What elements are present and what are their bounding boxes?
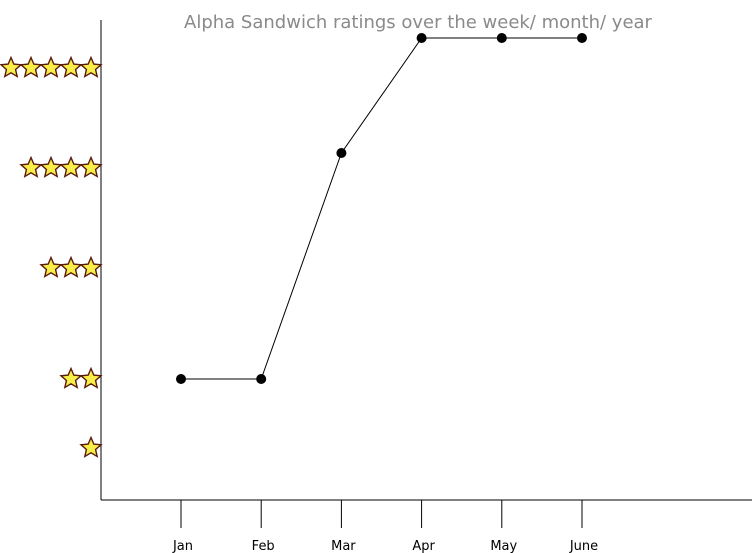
x-tick-label: Apr (412, 539, 435, 553)
data-point-mar (336, 148, 347, 158)
star-icon (39, 255, 63, 278)
chart-title: Alpha Sandwich ratings over the week/ mo… (184, 12, 653, 33)
y-axis-star-ticks (0, 55, 103, 458)
data-points (176, 33, 587, 384)
data-point-apr (416, 33, 427, 43)
data-point-feb (256, 374, 267, 384)
x-tick-label: Feb (252, 539, 275, 553)
x-tick-label: Mar (331, 539, 356, 553)
y-tick-label-4-stars (19, 155, 103, 178)
star-icon (39, 55, 63, 78)
star-icon (19, 155, 43, 178)
star-icon (59, 255, 83, 278)
y-tick-label-3-stars (39, 255, 103, 278)
star-icon (59, 55, 83, 78)
star-icon (59, 366, 83, 389)
x-tick-label: Jan (172, 539, 193, 553)
y-tick-label-1-stars (79, 435, 103, 458)
x-tick-label: June (569, 539, 598, 553)
star-icon (39, 155, 63, 178)
data-point-june (577, 33, 587, 43)
star-icon (19, 55, 43, 78)
data-point-may (496, 33, 507, 43)
star-icon (79, 366, 103, 389)
star-icon (79, 435, 103, 458)
star-icon (59, 155, 83, 178)
x-axis-ticks: Jan Feb Mar Apr May June (172, 500, 598, 553)
y-tick-label-5-stars (0, 55, 103, 78)
x-tick-label: May (490, 539, 517, 553)
star-icon (79, 255, 103, 278)
series-line (181, 37, 582, 380)
y-tick-label-2-stars (59, 366, 103, 389)
star-icon (79, 155, 103, 178)
star-icon (79, 55, 103, 78)
data-point-jan (176, 374, 186, 384)
star-icon (0, 55, 23, 78)
